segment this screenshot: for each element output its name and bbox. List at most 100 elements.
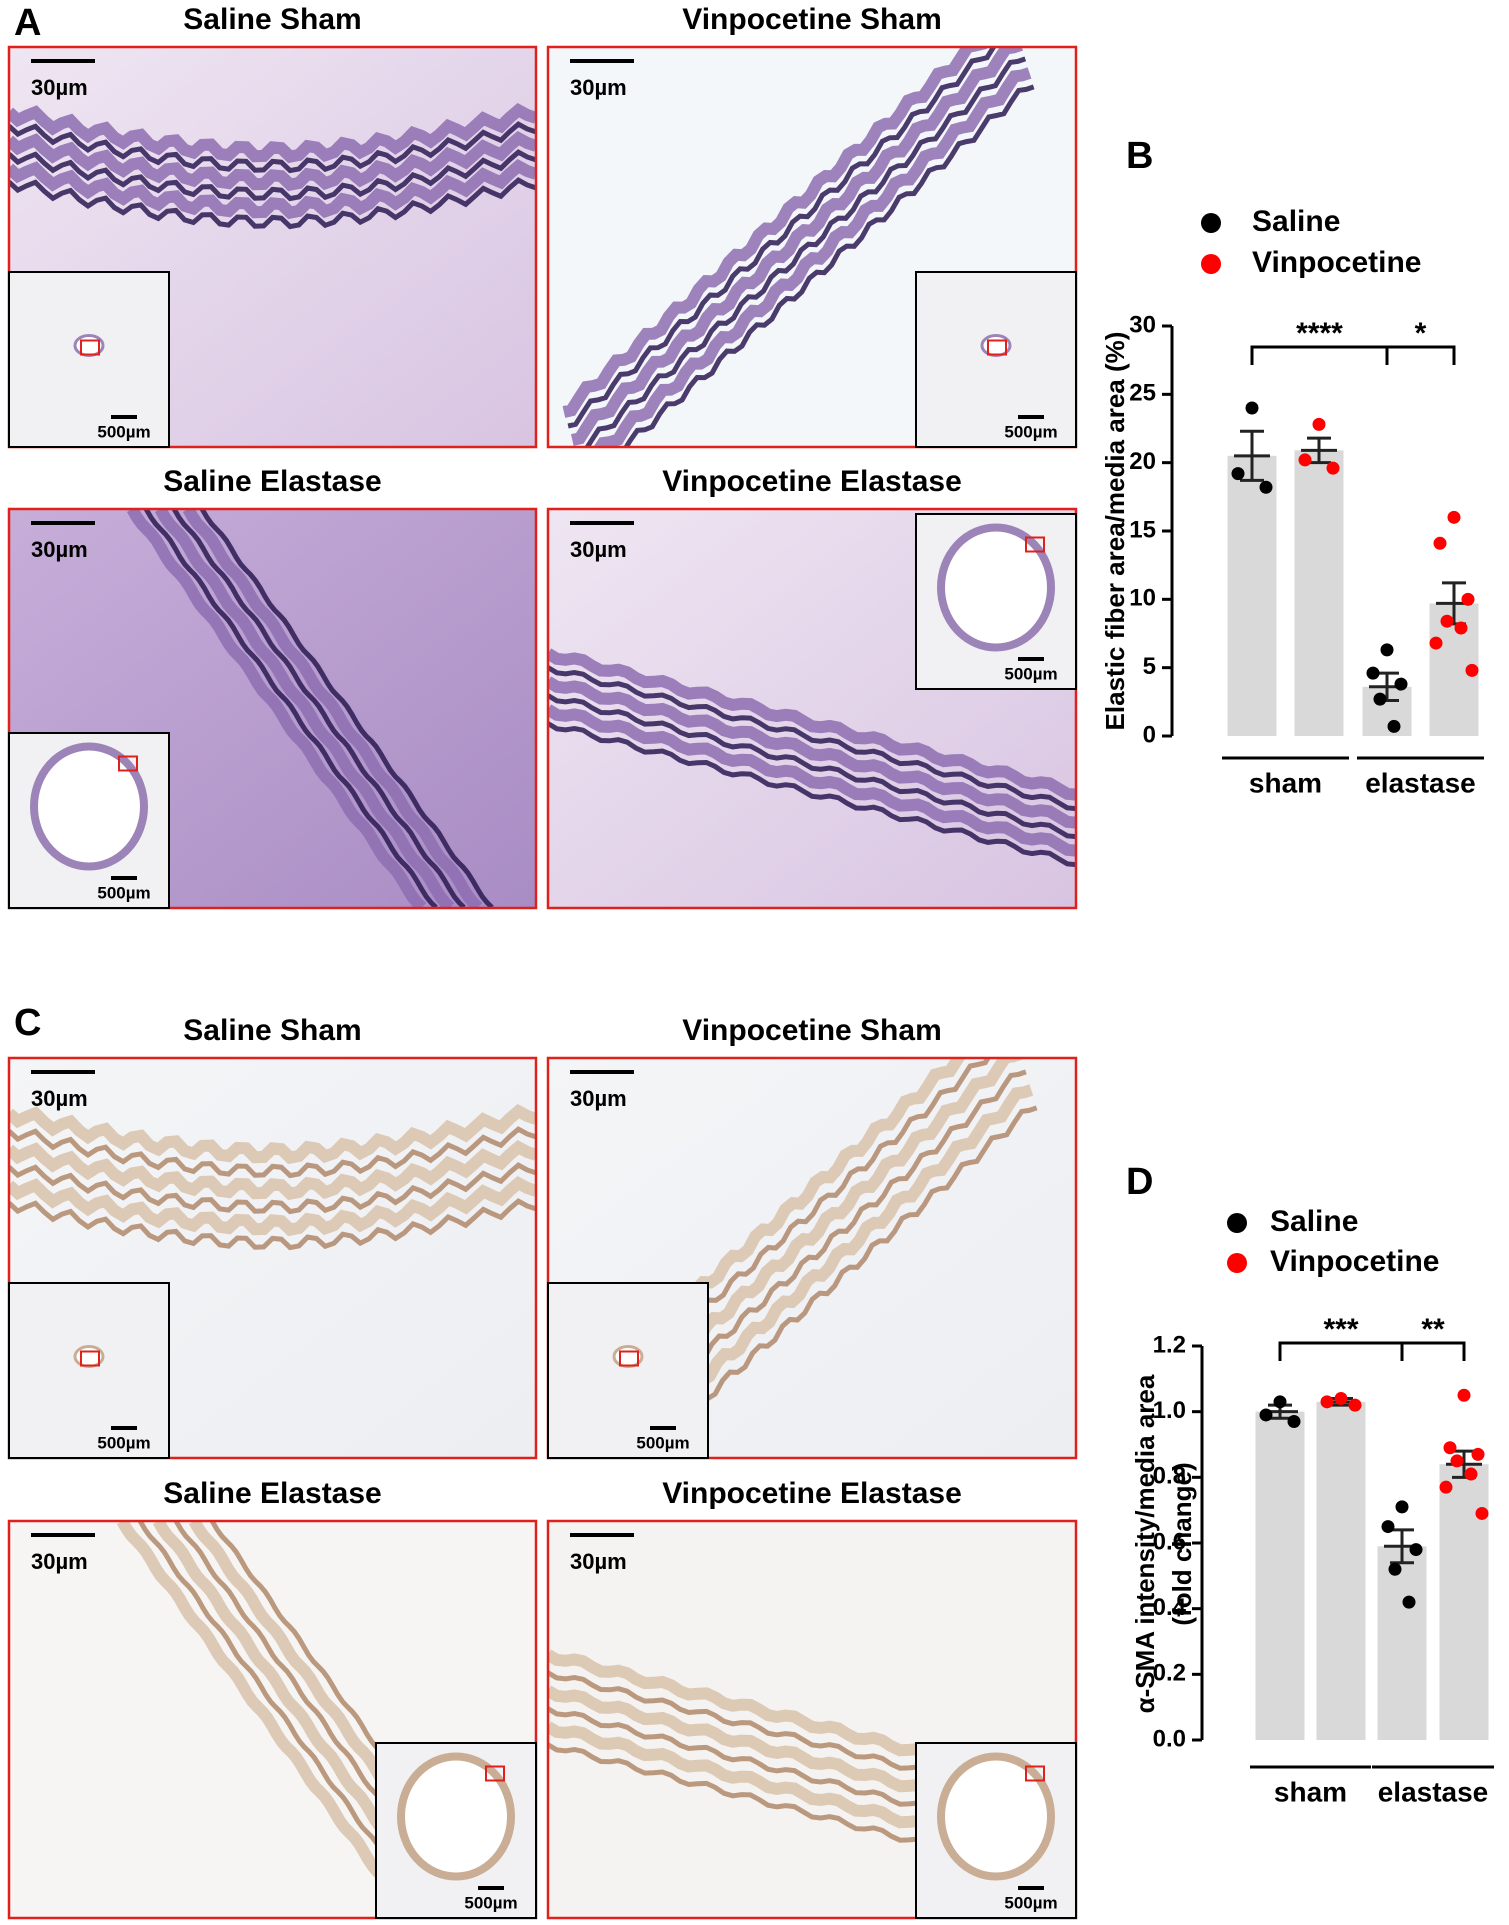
legend-marker	[1201, 254, 1221, 274]
tissue-fiber	[623, 84, 1035, 447]
tissue-fiber	[548, 648, 1076, 801]
data-point	[1402, 1595, 1416, 1609]
data-point	[1348, 1398, 1362, 1412]
data-point	[1245, 401, 1259, 415]
significance-label: ****	[1296, 317, 1343, 350]
inset	[547, 1282, 709, 1459]
y-axis-label: (fold change)	[1167, 1462, 1197, 1625]
image-title: Vinpocetine Elastase	[662, 1477, 962, 1510]
scale-bar-label: 30µm	[31, 537, 88, 562]
tissue-fiber	[570, 47, 1023, 446]
tissue-fiber	[143, 509, 438, 908]
inset-scale-label: 500µm	[97, 883, 150, 902]
micrograph-border	[7, 45, 538, 449]
micrograph: 30µm 500µm	[7, 1519, 538, 1920]
inset-vessel	[30, 742, 148, 871]
tissue-fiber	[116, 1521, 417, 1918]
tissue-fiber	[9, 102, 536, 164]
legend-label: Vinpocetine	[1270, 1245, 1439, 1278]
data-point	[1381, 1520, 1395, 1534]
inset-region	[80, 1350, 100, 1367]
tissue-fiber	[9, 158, 536, 220]
data-point	[1461, 592, 1475, 606]
micrograph-border	[546, 507, 1078, 910]
micrograph-border	[546, 1056, 1078, 1460]
data-point	[1387, 719, 1401, 733]
data-point	[1366, 666, 1380, 680]
data-point	[1320, 1395, 1334, 1409]
y-tick-label: 20	[1129, 448, 1156, 475]
tissue-fiber	[171, 509, 466, 908]
x-tick-label: elastase	[1365, 767, 1476, 798]
inset-region	[118, 755, 138, 772]
data-point	[1465, 663, 1479, 677]
micrograph: 30µm 500µm	[546, 1056, 1078, 1460]
inset-region	[1025, 1765, 1045, 1782]
inset-scale-label: 500µm	[97, 1433, 150, 1452]
data-point	[1471, 1447, 1485, 1461]
data-point	[1409, 1543, 1423, 1557]
inset-scale-label: 500µm	[1004, 1893, 1057, 1912]
y-axis-label: Elastic fiber area/media area (%)	[1100, 332, 1130, 731]
micrograph-border	[7, 1519, 538, 1920]
legend-marker	[1227, 1253, 1247, 1273]
tissue-fiber	[562, 47, 988, 418]
data-point	[1443, 1441, 1457, 1455]
scale-bar-label: 30µm	[31, 1086, 88, 1111]
y-tick-label: 0	[1143, 721, 1156, 748]
inset	[915, 271, 1077, 448]
micrograph: 30µm 500µm	[7, 507, 538, 910]
scale-bar-label: 30µm	[31, 75, 88, 100]
micrograph: 30µm 500µm	[546, 507, 1078, 910]
significance-bracket	[1385, 345, 1456, 365]
y-tick-label: 1.2	[1153, 1331, 1186, 1358]
significance-label: **	[1421, 1313, 1445, 1346]
tissue-fiber	[9, 149, 536, 202]
data-point	[1373, 692, 1387, 706]
tissue-fiber	[199, 509, 494, 908]
tissue-fiber	[9, 1126, 536, 1179]
data-point	[1259, 1408, 1273, 1422]
micrograph: 30µm 500µm	[546, 1519, 1078, 1920]
image-title: Vinpocetine Sham	[682, 3, 942, 36]
y-tick-label: 0.2	[1153, 1660, 1186, 1687]
significance-label: *	[1415, 317, 1427, 350]
y-tick-label: 0.4	[1153, 1594, 1187, 1621]
micrograph-content	[9, 509, 536, 908]
legend-marker	[1201, 213, 1221, 233]
data-point	[1440, 614, 1454, 628]
tissue-fiber	[9, 130, 536, 192]
tissue-fiber	[9, 1175, 536, 1237]
y-tick-label: 30	[1129, 311, 1156, 338]
inset-region	[1025, 536, 1045, 553]
bar	[1316, 1401, 1366, 1740]
bar	[1294, 450, 1344, 736]
data-point	[1394, 677, 1408, 691]
tissue-fiber	[593, 67, 1032, 447]
tissue-fiber	[126, 509, 427, 908]
tissue-fiber	[548, 665, 1076, 812]
tissue-fiber	[9, 1162, 536, 1215]
inset-scale-label: 500µm	[464, 1893, 517, 1912]
scale-bar-label: 30µm	[570, 75, 627, 100]
data-point	[1464, 1467, 1478, 1481]
scale-bar-label: 30µm	[31, 1549, 88, 1574]
y-tick-label: 0.8	[1153, 1463, 1186, 1490]
y-tick-label: 5	[1143, 653, 1156, 680]
data-point	[1429, 636, 1443, 650]
data-point	[1259, 480, 1273, 494]
y-tick-label: 0.6	[1153, 1528, 1186, 1555]
x-tick-label: sham	[1274, 1776, 1347, 1807]
y-tick-label: 15	[1129, 516, 1156, 543]
inset-vessel	[937, 523, 1055, 652]
micrograph-border	[546, 1519, 1078, 1920]
micrograph: 30µm 500µm	[7, 1056, 538, 1460]
data-point	[1433, 536, 1447, 550]
significance-bracket	[1400, 1341, 1466, 1361]
data-point	[1380, 643, 1394, 657]
image-title: Vinpocetine Elastase	[662, 465, 962, 498]
data-point	[1231, 467, 1245, 481]
y-tick-label: 25	[1129, 380, 1156, 407]
bar	[1377, 1546, 1427, 1740]
